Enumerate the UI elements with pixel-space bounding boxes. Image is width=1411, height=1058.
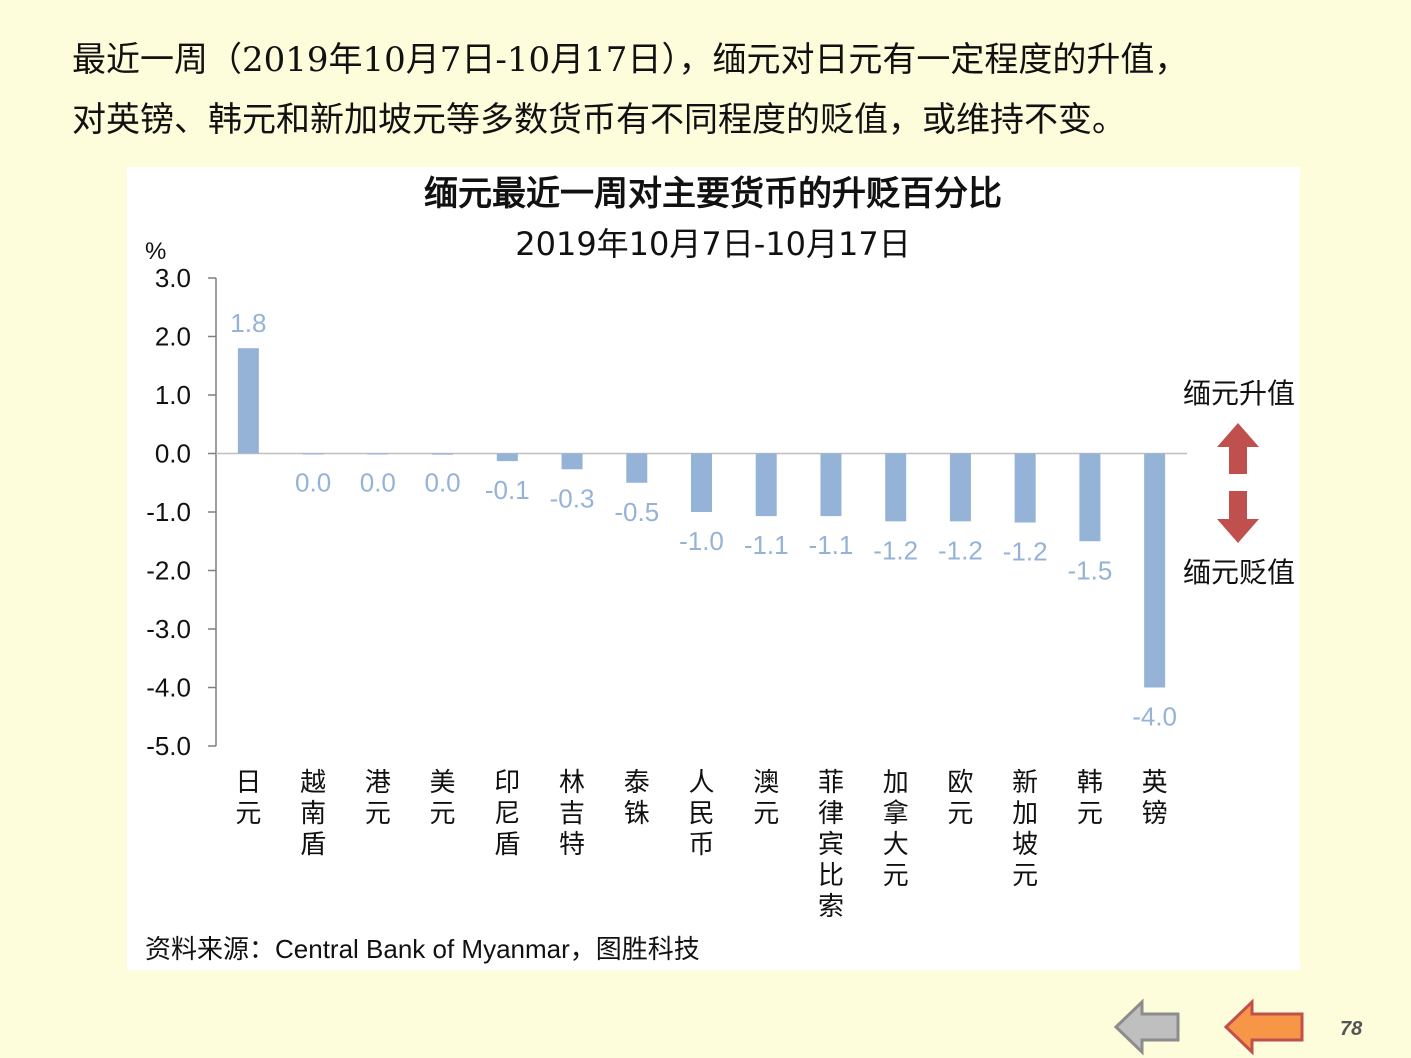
bar-6 (561, 453, 583, 470)
x-tick-label: 林吉特 (559, 768, 585, 860)
x-tick-label: 英镑 (1142, 768, 1168, 829)
data-label: -1.0 (679, 526, 724, 556)
y-tick-label: 1.0 (155, 380, 191, 410)
bar-7 (626, 453, 648, 483)
y-tick-label: 2.0 (155, 322, 191, 352)
arrow-left-icon (1113, 998, 1180, 1056)
bar-12 (949, 453, 971, 522)
previous-page-button[interactable] (1222, 998, 1306, 1056)
bar-11 (885, 453, 907, 522)
y-tick-label: -3.0 (146, 614, 191, 644)
bar-5 (496, 453, 518, 462)
annotation-depreciation: 缅元贬值 (1183, 556, 1295, 589)
x-tick-label: 越南盾 (300, 768, 326, 860)
data-label: -1.5 (1067, 555, 1112, 585)
bar-4 (432, 453, 454, 455)
x-tick-label: 日元 (235, 768, 261, 829)
intro-text: 最近一周（2019年10月7日-10月17日），缅元对日元有一定程度的升值， 对… (72, 30, 1392, 150)
bar-10 (820, 453, 842, 517)
chart-panel: 缅元最近一周对主要货币的升贬百分比 2019年10月7日-10月17日% 3.0 2.… (127, 167, 1300, 970)
x-tick-label: 韩元 (1077, 768, 1103, 829)
y-tick-label: 3.0 (155, 263, 191, 293)
page-number: 78 (1340, 1018, 1363, 1040)
x-tick-label: 欧元 (947, 768, 973, 829)
data-label: 0.0 (295, 468, 331, 498)
data-label: -1.1 (744, 530, 789, 560)
bar-1 (237, 348, 259, 454)
arrow-left-icon (1223, 998, 1304, 1056)
data-label: -1.2 (873, 535, 918, 565)
x-tick-label: 美元 (430, 768, 456, 829)
chart-subtitle: 2019年10月7日-10月17日 (515, 225, 911, 263)
chart-title: 缅元最近一周对主要货币的升贬百分比 (424, 174, 1002, 214)
data-label: -0.1 (485, 475, 530, 505)
bar-3 (367, 453, 389, 455)
y-tick-label: 0.0 (155, 439, 191, 469)
bar-15 (1144, 453, 1166, 688)
data-label: 0.0 (360, 468, 396, 498)
x-tick-label: 印尼盾 (494, 768, 520, 860)
y-tick-label: -2.0 (146, 556, 191, 586)
bar-2 (302, 453, 324, 455)
back-arrow-button[interactable] (1112, 998, 1182, 1056)
data-label: -1.2 (1003, 537, 1048, 567)
y-tick-label: -1.0 (146, 497, 191, 527)
x-tick-label: 港元 (365, 768, 391, 829)
bar-13 (1014, 453, 1036, 523)
data-label: 1.8 (230, 308, 266, 338)
x-tick-label: 泰铢 (624, 768, 650, 829)
data-label: 0.0 (424, 468, 460, 498)
data-label: -0.5 (614, 497, 659, 527)
annotation-appreciation: 缅元升值 (1183, 377, 1295, 410)
x-tick-label: 澳元 (753, 768, 779, 829)
y-tick-label: -4.0 (146, 673, 191, 703)
x-tick-label: 人民币 (688, 768, 714, 860)
x-tick-label: 菲律宾比索 (818, 768, 844, 922)
arrow-up-icon (1217, 423, 1259, 474)
bar-8 (691, 453, 712, 512)
intro-line-1: 最近一周（2019年10月7日-10月17日），缅元对日元有一定程度的升值， (72, 40, 1189, 80)
intro-line-2: 对英镑、韩元和新加坡元等多数货币有不同程度的贬值，或维持不变。 (72, 100, 1126, 140)
data-label: -4.0 (1132, 702, 1177, 732)
data-label: -1.2 (938, 535, 983, 565)
x-tick-label: 加拿大元 (883, 768, 909, 891)
arrow-down-icon (1217, 491, 1259, 543)
bar-chart: 缅元最近一周对主要货币的升贬百分比 2019年10月7日-10月17日%3.0 2.… (145, 174, 1295, 922)
bar-9 (755, 453, 777, 517)
bar-14 (1079, 453, 1101, 542)
x-tick-label: 新加坡元 (1012, 768, 1038, 891)
source-note: 资料来源：Central Bank of Myanmar，图胜科技 (145, 934, 700, 964)
y-axis-label: % (145, 238, 166, 265)
y-tick-label: -5.0 (146, 731, 191, 761)
data-label: -1.1 (809, 530, 854, 560)
data-label: -0.3 (550, 483, 595, 513)
